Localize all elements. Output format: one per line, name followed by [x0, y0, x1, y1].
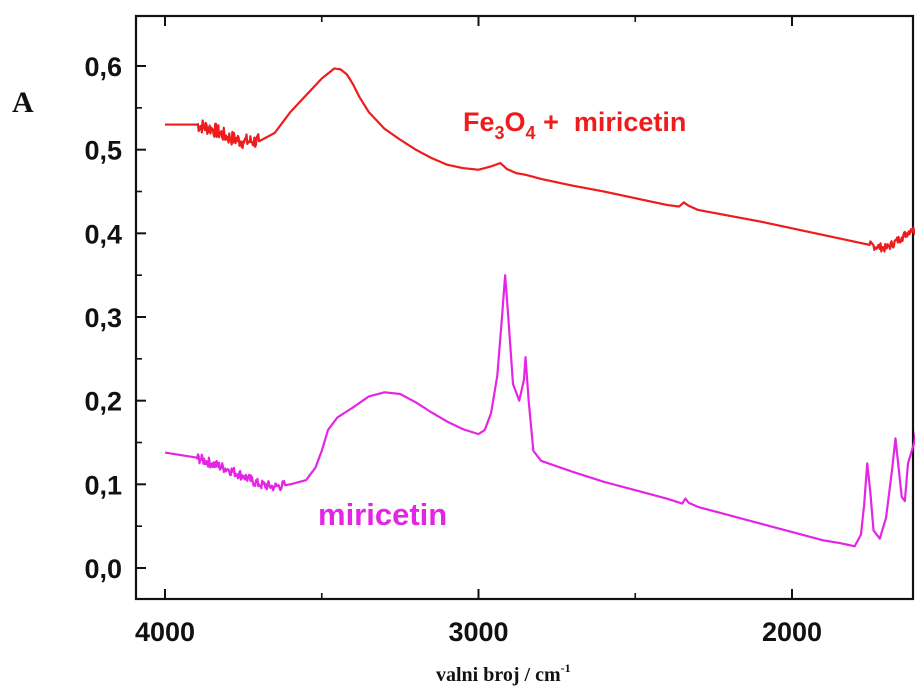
- series-line-1: [164, 274, 915, 548]
- ann-part-fe: Fe: [463, 107, 495, 137]
- ann-part-o: O: [505, 107, 526, 137]
- x-axis-label-main: valni broj / cm: [436, 664, 561, 686]
- y-tick-label-0: 0,0: [84, 554, 122, 584]
- x-tick-label-3000: 3000: [448, 617, 508, 647]
- y-tick-label-3: 0,3: [84, 303, 122, 333]
- y-tick-label-5: 0,5: [84, 136, 122, 166]
- y-tick-label-4: 0,4: [84, 219, 122, 249]
- y-axis-label: A: [12, 86, 34, 119]
- x-tick-label-4000: 4000: [135, 617, 195, 647]
- plot-frame: [134, 14, 915, 601]
- x-axis-label-sup: -1: [561, 661, 571, 675]
- x-tick-label-2000: 2000: [762, 617, 822, 647]
- y-tick-label-2: 0,2: [84, 387, 122, 417]
- ann-part-rest: + miricetin: [536, 107, 687, 137]
- ann-part-sub-3: 3: [495, 123, 505, 143]
- y-tick-label-6: 0,6: [84, 52, 122, 82]
- ann-part-sub-4: 4: [526, 123, 536, 143]
- x-axis-label: valni broj / cm-1: [436, 661, 571, 686]
- annotation-miricetin: miricetin: [318, 497, 447, 532]
- y-tick-label-1: 0,1: [84, 470, 122, 500]
- annotation-fe3o4-miricetin: Fe3O4 + miricetin: [463, 107, 686, 143]
- series-line-0: [164, 67, 915, 253]
